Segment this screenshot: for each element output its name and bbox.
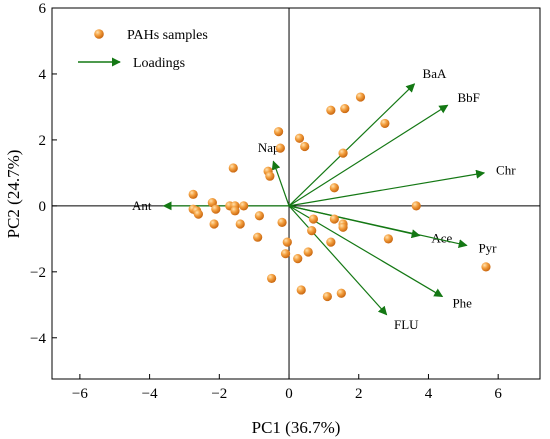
loading-label-baa: BaA [423,66,447,81]
sample-point [411,201,421,211]
y-tick-label: 6 [39,1,47,17]
sample-point [338,222,348,232]
sample-point [211,204,221,214]
x-tick-label: 2 [355,386,363,402]
sample-point [326,105,336,115]
sample-point [326,237,336,247]
sample-point [239,201,249,211]
sample-point [380,118,390,129]
sample-point [209,219,219,229]
sample-point [235,219,245,229]
loading-label-chr: Chr [496,163,516,178]
x-tick-label: −6 [72,386,88,402]
sample-point [340,103,350,114]
sample-point [273,127,284,137]
x-axis-title: PC1 (36.7%) [252,418,341,437]
x-tick-label: −4 [142,386,158,402]
sample-point [383,234,393,244]
x-tick-label: 6 [494,386,502,402]
legend: PAHs samples Loadings [78,28,208,71]
sample-point [338,148,348,158]
loading-arrow-pyr [288,205,468,249]
sample-point [300,141,310,152]
loading-label-ant: Ant [132,198,152,213]
y-tick-label: 2 [39,133,47,149]
axes [52,8,540,379]
sample-point [253,232,263,242]
sample-point [481,262,491,272]
loading-label-flu: FLU [394,317,419,332]
sample-point [275,143,285,153]
loading-label-phe: Phe [452,296,472,311]
sample-point [329,214,339,224]
plot-area-frame [51,7,541,380]
sample-point [280,249,291,259]
sample-point [228,163,238,173]
loading-label-bbf: BbF [457,90,479,105]
sample-point [293,254,303,264]
sample-point [188,189,198,199]
y-axis-title: PC2 (24.7%) [4,150,23,239]
sample-point [277,217,287,227]
sample-point [294,133,305,143]
legend-sample-marker [94,29,104,39]
legend-label-loadings: Loadings [133,56,185,71]
sample-point [303,247,313,257]
legend-label-samples: PAHs samples [127,28,208,43]
x-tick-label: −2 [211,386,227,402]
loading-arrow-bbf [288,104,449,207]
sample-point [296,285,306,295]
sample-point [267,273,277,284]
y-tick-label: −4 [30,331,46,347]
loading-label-nap: Nap [258,140,280,155]
sample-point [230,206,240,216]
sample-point [265,171,275,181]
sample-point [336,288,346,298]
sample-point [282,237,292,247]
y-tick-label: 4 [39,67,47,83]
loading-label-ace: Ace [431,231,452,246]
loading-arrow-flu [288,205,388,316]
loading-arrow-nap [271,160,290,207]
x-tick-label: 0 [285,386,293,402]
sample-point [329,183,339,193]
sample-points [188,92,491,302]
sample-point [355,92,366,102]
x-tick-label: 4 [425,386,433,402]
sample-point [308,214,319,224]
sample-point [193,209,203,219]
y-tick-label: −2 [30,265,46,281]
ticks: −6 −4 −2 0 2 4 6 −4 −2 0 2 4 6 [30,1,502,402]
sample-point [254,211,264,221]
sample-point [307,226,317,236]
loading-arrows: BaA BbF Chr Nap Ant Ace Pyr Phe FLU [132,66,516,332]
sample-point [322,291,332,302]
loading-arrow-baa [288,83,416,207]
loading-arrow-chr [288,169,486,207]
y-tick-label: 0 [39,199,47,215]
loading-label-pyr: Pyr [478,240,497,255]
